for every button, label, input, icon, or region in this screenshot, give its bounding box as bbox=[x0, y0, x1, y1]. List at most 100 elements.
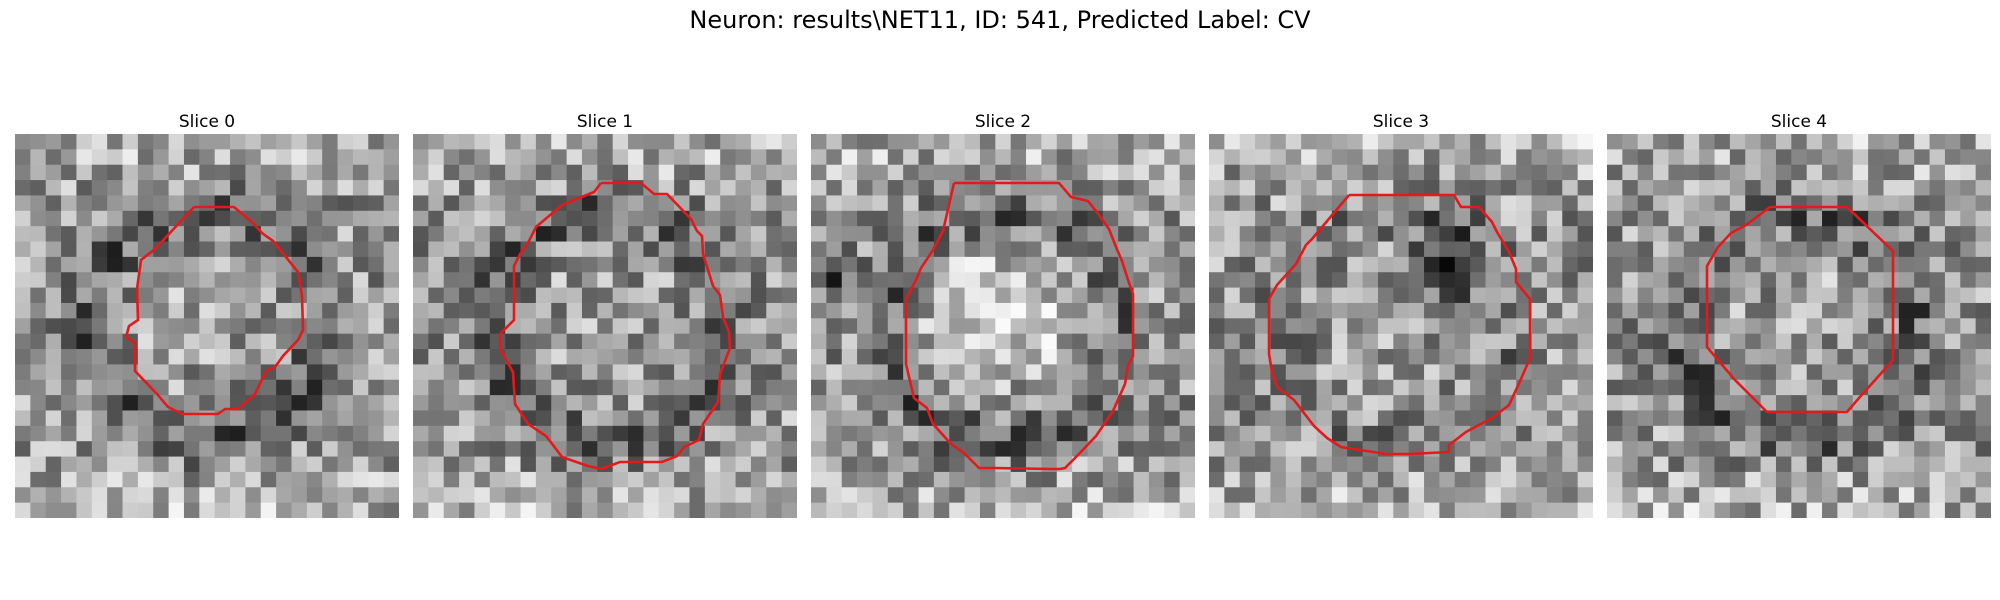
image-pixel bbox=[1224, 456, 1241, 473]
image-pixel bbox=[383, 410, 399, 427]
image-pixel bbox=[781, 256, 797, 273]
image-pixel bbox=[337, 226, 354, 243]
image-pixel bbox=[1714, 441, 1731, 458]
image-pixel bbox=[1607, 318, 1623, 335]
image-pixel bbox=[1622, 487, 1639, 504]
image-pixel bbox=[1822, 349, 1838, 365]
image-pixel bbox=[1454, 180, 1471, 196]
image-pixel bbox=[551, 502, 568, 518]
image-pixel bbox=[1745, 364, 1762, 381]
image-pixel bbox=[674, 149, 690, 166]
image-pixel bbox=[199, 164, 216, 181]
image-pixel bbox=[1362, 349, 1379, 365]
image-pixel bbox=[1393, 256, 1410, 273]
image-pixel bbox=[612, 195, 629, 212]
image-pixel bbox=[1224, 349, 1241, 365]
image-pixel bbox=[352, 180, 369, 196]
image-pixel bbox=[1377, 195, 1394, 212]
image-pixel bbox=[1270, 210, 1287, 227]
image-pixel bbox=[1424, 379, 1440, 396]
image-pixel bbox=[689, 379, 706, 396]
slice-image-3 bbox=[1209, 134, 1593, 518]
image-pixel bbox=[1148, 195, 1165, 212]
image-pixel bbox=[1239, 164, 1256, 181]
image-pixel bbox=[841, 164, 858, 181]
image-pixel bbox=[566, 134, 583, 150]
image-pixel bbox=[1164, 226, 1181, 243]
image-pixel bbox=[949, 502, 966, 518]
image-pixel bbox=[1424, 164, 1440, 181]
image-pixel bbox=[1316, 502, 1333, 518]
image-pixel bbox=[964, 471, 981, 488]
roi-outline-1 bbox=[498, 181, 732, 471]
image-pixel bbox=[1454, 318, 1471, 335]
image-pixel bbox=[368, 456, 385, 473]
image-pixel bbox=[1668, 456, 1685, 473]
image-pixel bbox=[1653, 302, 1669, 319]
image-pixel bbox=[781, 441, 797, 458]
image-pixel bbox=[1239, 195, 1256, 212]
image-pixel bbox=[443, 441, 460, 458]
image-pixel bbox=[1577, 272, 1593, 289]
image-pixel bbox=[1470, 226, 1486, 243]
slice-title-3: Slice 3 bbox=[1372, 112, 1430, 132]
image-pixel bbox=[1255, 287, 1271, 304]
image-pixel bbox=[199, 364, 216, 381]
image-pixel bbox=[1010, 241, 1027, 258]
image-pixel bbox=[489, 164, 506, 181]
image-pixel bbox=[841, 149, 858, 166]
image-pixel bbox=[1775, 456, 1792, 473]
image-pixel bbox=[1362, 256, 1379, 273]
image-pixel bbox=[1133, 364, 1150, 381]
image-pixel bbox=[520, 410, 537, 427]
image-pixel bbox=[428, 456, 445, 473]
image-pixel bbox=[1960, 195, 1977, 212]
image-pixel bbox=[918, 349, 935, 365]
image-pixel bbox=[1791, 134, 1808, 150]
image-pixel bbox=[1668, 164, 1685, 181]
image-pixel bbox=[1347, 241, 1364, 258]
image-pixel bbox=[1010, 287, 1027, 304]
image-pixel bbox=[1087, 349, 1104, 365]
image-pixel bbox=[1837, 287, 1854, 304]
image-pixel bbox=[1546, 410, 1563, 427]
image-pixel bbox=[1837, 487, 1854, 504]
image-pixel bbox=[337, 134, 354, 150]
image-pixel bbox=[964, 302, 981, 319]
image-pixel bbox=[489, 441, 506, 458]
image-pixel bbox=[1316, 287, 1333, 304]
image-pixel bbox=[1562, 302, 1579, 319]
image-pixel bbox=[1653, 395, 1669, 411]
image-pixel bbox=[1546, 379, 1563, 396]
image-pixel bbox=[811, 180, 827, 196]
image-pixel bbox=[1087, 364, 1104, 381]
image-pixel bbox=[1791, 272, 1808, 289]
image-pixel bbox=[1760, 180, 1777, 196]
image-pixel bbox=[45, 272, 62, 289]
image-pixel bbox=[1408, 425, 1425, 442]
image-pixel bbox=[903, 502, 920, 518]
image-pixel bbox=[428, 349, 445, 365]
image-pixel bbox=[230, 180, 246, 196]
image-pixel bbox=[1424, 502, 1440, 518]
image-pixel bbox=[1224, 318, 1241, 335]
image-pixel bbox=[1837, 364, 1854, 381]
image-pixel bbox=[276, 164, 292, 181]
image-pixel bbox=[1546, 318, 1563, 335]
image-pixel bbox=[1637, 471, 1654, 488]
image-pixel bbox=[979, 441, 996, 458]
image-pixel bbox=[1975, 502, 1991, 518]
image-pixel bbox=[1010, 471, 1027, 488]
image-pixel bbox=[1255, 272, 1271, 289]
image-pixel bbox=[428, 164, 445, 181]
image-pixel bbox=[459, 487, 475, 504]
image-pixel bbox=[1102, 287, 1119, 304]
image-pixel bbox=[1929, 180, 1946, 196]
image-pixel bbox=[1898, 195, 1915, 212]
image-pixel bbox=[153, 134, 170, 150]
image-pixel bbox=[1316, 410, 1333, 427]
image-pixel bbox=[658, 302, 675, 319]
image-pixel bbox=[1164, 134, 1181, 150]
image-pixel bbox=[535, 241, 552, 258]
image-pixel bbox=[1347, 395, 1364, 411]
